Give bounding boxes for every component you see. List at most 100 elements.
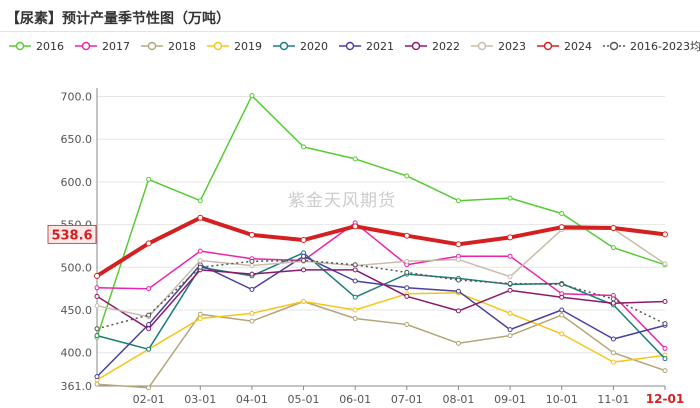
data-point <box>662 321 668 327</box>
legend-item[interactable]: 2019 <box>206 40 262 53</box>
data-point <box>197 198 203 204</box>
series-line-2018 <box>96 300 666 389</box>
legend-item[interactable]: 2020 <box>272 40 328 53</box>
data-point <box>559 294 565 300</box>
data-point <box>610 296 616 302</box>
data-point <box>507 274 513 280</box>
data-point <box>559 211 565 217</box>
legend-item[interactable]: 2022 <box>404 40 460 53</box>
data-point <box>94 333 100 339</box>
data-point <box>301 298 307 304</box>
series-line-2021 <box>96 255 666 378</box>
data-point <box>146 346 152 352</box>
latest-date-label: 12-01 <box>646 392 684 406</box>
legend-swatch-icon <box>9 41 31 51</box>
data-point <box>249 258 255 264</box>
legend-item[interactable]: 2018 <box>140 40 196 53</box>
data-point <box>94 272 100 279</box>
data-point <box>197 257 203 263</box>
data-point <box>662 368 668 374</box>
legend-label: 2022 <box>432 39 460 53</box>
data-point <box>455 308 461 314</box>
data-point <box>197 248 203 254</box>
data-point <box>558 224 565 231</box>
data-point <box>197 214 204 221</box>
series-line-2023 <box>96 228 666 318</box>
data-point <box>662 298 668 304</box>
data-point <box>301 144 307 150</box>
legend-label: 2023 <box>498 39 526 53</box>
legend-label: 2020 <box>300 39 328 53</box>
legend-swatch-icon <box>405 41 427 51</box>
data-point <box>404 269 410 275</box>
data-point <box>352 262 358 268</box>
legend-item[interactable]: 2016-2023均值 <box>602 38 700 54</box>
y-tick-label: 650.0 <box>61 133 93 146</box>
data-point <box>507 327 513 333</box>
legend-label: 2019 <box>234 39 262 53</box>
data-point <box>455 277 461 283</box>
legend-swatch-icon <box>339 41 361 51</box>
data-point <box>197 311 203 317</box>
title-divider <box>0 31 700 32</box>
legend-label: 2016-2023均值 <box>630 40 700 53</box>
data-point <box>94 285 100 291</box>
data-point <box>94 374 100 380</box>
x-tick-label: 03-01 <box>184 393 216 406</box>
data-point <box>352 223 359 230</box>
data-point <box>507 195 513 201</box>
data-point <box>507 253 513 259</box>
legend-item[interactable]: 2024 <box>536 40 592 53</box>
data-point <box>507 281 513 287</box>
y-tick-label: 500.0 <box>61 261 93 274</box>
data-point <box>249 271 255 277</box>
legend-swatch-icon <box>273 41 295 51</box>
legend-label: 2021 <box>366 39 394 53</box>
legend-item[interactable]: 2016 <box>8 40 64 53</box>
data-point <box>610 359 616 365</box>
data-point <box>610 350 616 356</box>
data-point <box>559 331 565 337</box>
data-point <box>301 253 307 259</box>
series-line-2017 <box>96 222 666 349</box>
data-point <box>146 322 152 328</box>
x-tick-label: 10-01 <box>546 393 578 406</box>
data-point <box>404 322 410 328</box>
x-tick-label: 04-01 <box>236 393 268 406</box>
legend-swatch-icon <box>471 41 493 51</box>
legend-item[interactable]: 2017 <box>74 40 130 53</box>
data-point <box>146 176 152 182</box>
x-tick-label: 02-01 <box>133 393 165 406</box>
legend-label: 2016 <box>36 39 64 53</box>
data-point <box>455 257 461 263</box>
series-line-2022 <box>96 269 666 330</box>
legend-item[interactable]: 2021 <box>338 40 394 53</box>
data-point <box>352 294 358 300</box>
data-point <box>507 234 514 241</box>
data-point <box>94 326 100 332</box>
data-point <box>404 258 410 264</box>
data-point <box>301 257 307 263</box>
data-point <box>455 198 461 204</box>
data-point <box>559 281 565 287</box>
data-point <box>249 287 255 293</box>
data-point <box>610 245 616 251</box>
data-point <box>662 261 668 267</box>
data-point <box>94 381 100 387</box>
series-line-2019 <box>96 292 666 381</box>
legend-swatch-icon <box>141 41 163 51</box>
data-point <box>455 288 461 294</box>
y-tick-label: 700.0 <box>61 91 93 104</box>
data-point <box>610 336 616 342</box>
data-point <box>145 240 152 247</box>
data-point <box>352 156 358 162</box>
data-point <box>94 293 100 299</box>
data-point <box>352 278 358 284</box>
data-point <box>301 267 307 273</box>
data-point <box>455 340 461 346</box>
legend-swatch-icon <box>207 41 229 51</box>
y-min-label: 361.0 <box>61 380 93 393</box>
latest-value-box <box>47 224 97 244</box>
legend-item[interactable]: 2023 <box>470 40 526 53</box>
